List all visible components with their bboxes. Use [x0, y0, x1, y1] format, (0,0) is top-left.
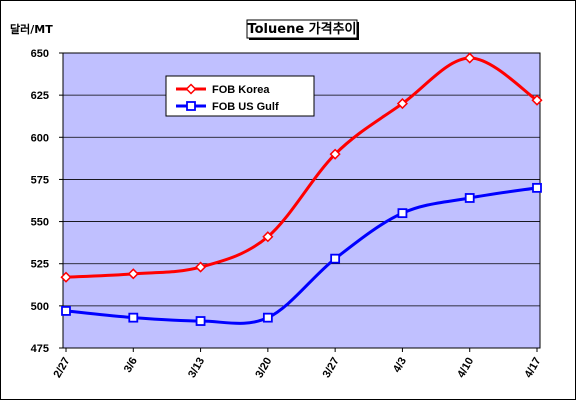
legend-item: FOB Korea [176, 83, 270, 96]
data-point [464, 52, 476, 64]
data-point [262, 231, 274, 243]
data-point [464, 193, 475, 203]
data-point [195, 261, 207, 273]
y-tick-labels: 475 500 525 550 575 600 625 650 [31, 48, 49, 355]
data-point [128, 312, 139, 323]
y-axis-label: 달러/MT [10, 22, 53, 36]
data-point [531, 94, 543, 106]
data-point [262, 312, 273, 323]
data-point [127, 268, 139, 280]
y-tick-label: 625 [31, 90, 49, 102]
data-point [396, 98, 408, 110]
legend: FOB Korea FOB US Gulf [165, 75, 315, 117]
legend-label: FOB US Gulf [212, 101, 279, 113]
chart-title-box: Toluene 가격추이 [246, 19, 359, 40]
legend-label: FOB Korea [212, 84, 270, 96]
chart-title: Toluene 가격추이 [247, 21, 356, 37]
series-fob-us-gulf [61, 182, 542, 326]
legend-items: FOB Korea FOB US Gulf [176, 83, 279, 113]
data-point [532, 182, 542, 193]
legend-item: FOB US Gulf [176, 101, 279, 113]
y-tick-label: 575 [31, 174, 49, 186]
series-line [65, 186, 538, 325]
y-tick-label: 500 [31, 301, 49, 313]
data-point [330, 253, 341, 264]
series-lines [60, 52, 543, 326]
y-tick-label: 650 [31, 48, 49, 60]
y-tick-label: 550 [31, 217, 49, 229]
legend-swatch-marker [185, 83, 197, 95]
y-tick-label: 475 [31, 343, 49, 355]
series-fob-korea [60, 52, 543, 283]
data-point [60, 271, 72, 283]
data-point [195, 316, 206, 326]
data-point [397, 208, 408, 219]
y-tick-label: 600 [31, 132, 49, 144]
data-point [329, 148, 341, 160]
y-tick-label: 525 [31, 259, 49, 271]
data-point [61, 306, 71, 316]
legend-swatch-marker [186, 101, 196, 111]
